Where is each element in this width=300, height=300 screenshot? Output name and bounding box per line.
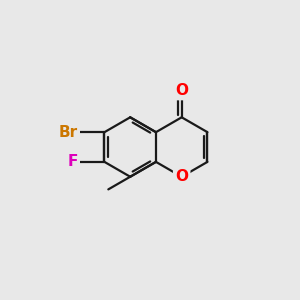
Text: O: O bbox=[175, 83, 188, 98]
Text: Br: Br bbox=[58, 125, 78, 140]
Text: F: F bbox=[67, 154, 78, 169]
Text: O: O bbox=[175, 169, 188, 184]
